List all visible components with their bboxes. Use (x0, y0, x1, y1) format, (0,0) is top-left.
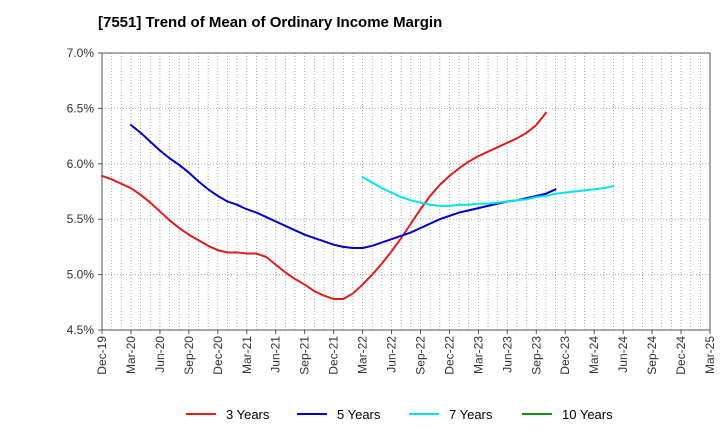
y-tick-label: 5.0% (67, 268, 95, 282)
legend-item-3-years: 3 Years (186, 402, 269, 426)
x-tick-label: Dec-22 (442, 336, 456, 375)
chart-title: [7551] Trend of Mean of Ordinary Income … (98, 14, 443, 31)
legend-swatch-3-years (186, 413, 216, 415)
legend-swatch-5-years (297, 413, 327, 415)
grid-lines (102, 52, 710, 331)
legend-label-5-years: 5 Years (337, 406, 381, 422)
x-tick-label: Sep-24 (645, 336, 659, 375)
x-tick-label: Mar-20 (124, 336, 138, 374)
x-tick-label: Dec-20 (211, 336, 225, 375)
x-tick-label: Sep-20 (182, 336, 196, 375)
y-tick-label: 5.5% (67, 212, 95, 226)
x-tick-label: Jun-23 (500, 336, 514, 373)
y-tick-label: 6.0% (67, 157, 95, 171)
series-line-7-years (361, 176, 615, 207)
legend: 3 Years 5 Years 7 Years 10 Years (0, 402, 720, 426)
x-tick-label: Mar-24 (587, 336, 601, 374)
x-tick-label: Jun-21 (269, 336, 283, 373)
series-line-3-years (101, 111, 547, 300)
series-line-5-years (129, 124, 557, 250)
legend-item-5-years: 5 Years (297, 402, 380, 426)
x-tick-label: Mar-22 (356, 336, 370, 374)
legend-item-7-years: 7 Years (409, 402, 492, 426)
y-tick-label: 4.5% (67, 323, 95, 337)
x-tick-label: Jun-22 (385, 336, 399, 373)
y-axis-ticks: 7.0% 6.5% 6.0% 5.5% 5.0% 4.5% (67, 46, 102, 337)
x-tick-label: Dec-24 (674, 336, 688, 375)
x-tick-label: Dec-23 (558, 336, 572, 375)
x-tick-label: Sep-22 (413, 336, 427, 375)
y-tick-label: 7.0% (67, 46, 95, 60)
x-tick-label: Jun-20 (153, 336, 167, 373)
y-tick-label: 6.5% (67, 101, 95, 115)
x-tick-label: Sep-23 (529, 336, 543, 375)
x-tick-label: Dec-21 (327, 336, 341, 375)
x-tick-label: Dec-19 (95, 336, 109, 375)
legend-label-10-years: 10 Years (562, 406, 613, 422)
plot-border (101, 52, 711, 331)
x-axis-ticks: Dec-19 Mar-20 Jun-20 Sep-20 Dec-20 Mar-21 Jun-… (95, 330, 717, 375)
legend-item-10-years: 10 Years (522, 402, 613, 426)
series-lines (101, 111, 615, 300)
legend-label-7-years: 7 Years (449, 406, 493, 422)
x-tick-label: Mar-25 (703, 336, 717, 374)
x-tick-label: Jun-24 (616, 336, 630, 373)
x-tick-label: Mar-23 (471, 336, 485, 374)
legend-label-3-years: 3 Years (226, 406, 270, 422)
x-tick-label: Mar-21 (240, 336, 254, 374)
plot-frame (101, 52, 711, 331)
legend-swatch-10-years (522, 413, 552, 415)
x-tick-label: Sep-21 (298, 336, 312, 375)
legend-swatch-7-years (409, 413, 439, 415)
